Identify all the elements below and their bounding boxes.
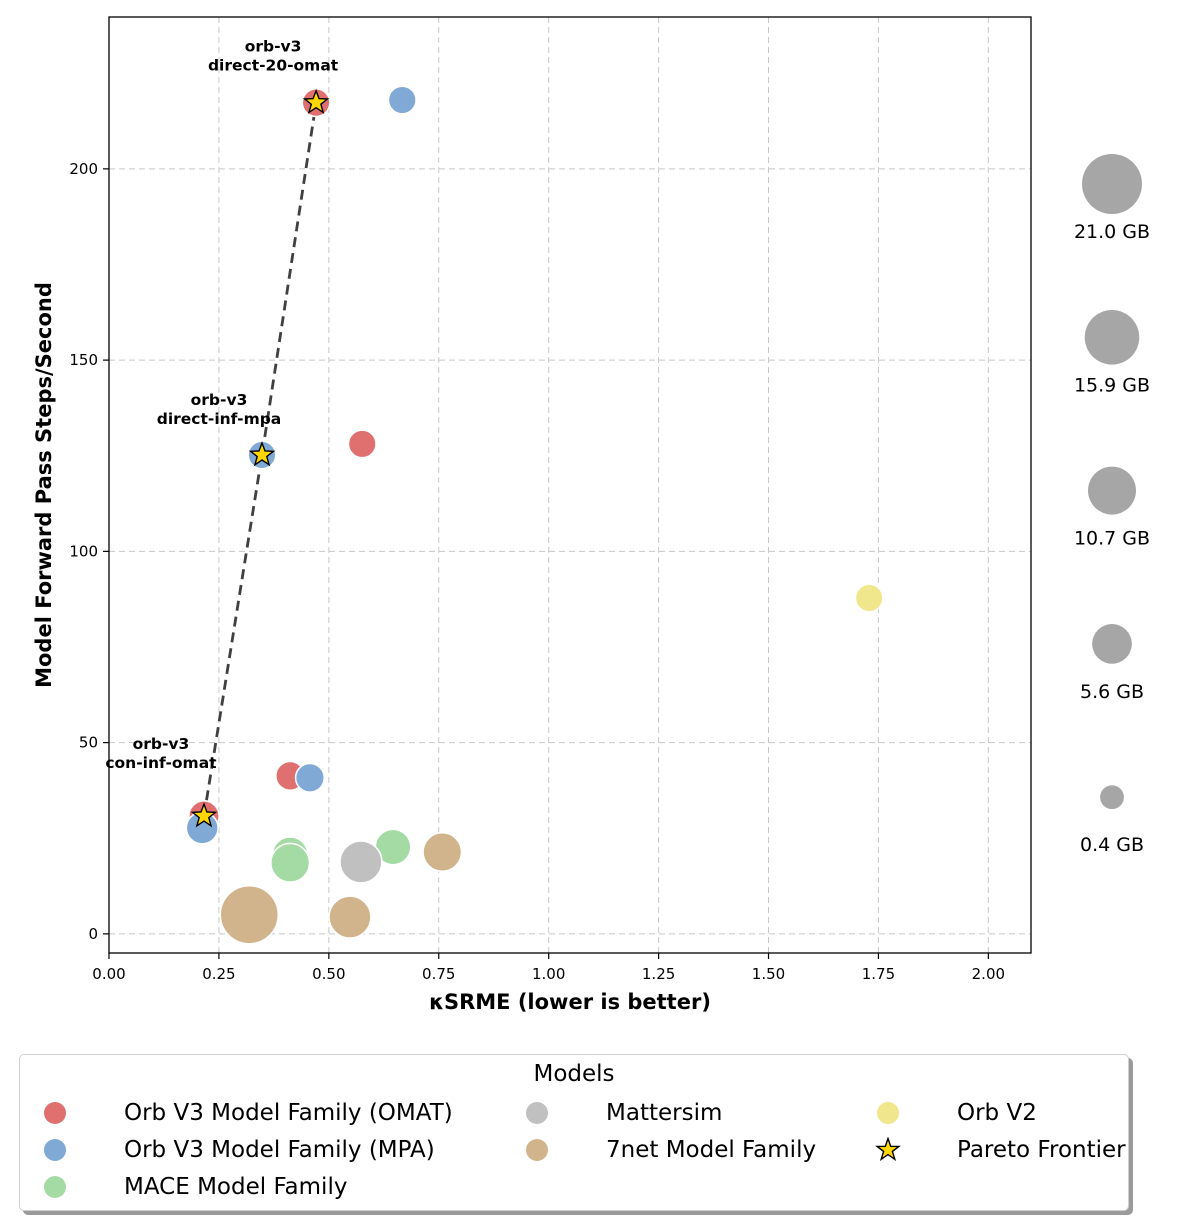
- pareto-star-marker: [248, 441, 276, 467]
- x-tick-label: 0.50: [312, 965, 345, 983]
- data-point-7net-model-family: [328, 895, 372, 939]
- plot-frame: [108, 16, 1032, 954]
- y-tick-label: 50: [79, 734, 98, 752]
- legend-item-orb-v2: Orb V2: [877, 1098, 1037, 1128]
- data-point-orb-v3-model-family-omat: [347, 429, 377, 459]
- scatter-chart: orb-v3con-inf-omatorb-v3direct-inf-mpaor…: [32, 16, 1150, 1014]
- legend-item-pareto-frontier: Pareto Frontier: [875, 1135, 1126, 1165]
- x-tick-label: 0.25: [202, 965, 235, 983]
- pareto-label-line2: direct-inf-mpa: [157, 410, 282, 428]
- data-point-7net-model-family: [422, 832, 463, 873]
- y-axis-title: Model Forward Pass Steps/Second: [32, 282, 56, 688]
- pareto-frontier-line: [202, 102, 318, 817]
- data-points: [185, 85, 884, 945]
- circle-marker-icon: [44, 1139, 66, 1161]
- pareto-label-line1: orb-v3: [245, 38, 302, 56]
- legend-item-orb-v3-omat: Orb V3 Model Family (OMAT): [44, 1098, 453, 1128]
- y-tick-label: 0: [88, 925, 98, 943]
- circle-marker-icon: [526, 1139, 548, 1161]
- y-tick-label: 100: [69, 542, 98, 560]
- x-tick-label: 1.00: [532, 965, 565, 983]
- data-point-mace-model-family: [270, 842, 311, 883]
- circle-marker-icon: [877, 1102, 899, 1124]
- x-axis-title: κSRME (lower is better): [429, 990, 711, 1014]
- pareto-label-line2: con-inf-omat: [105, 754, 217, 772]
- size-legend-label: 21.0 GB: [1074, 221, 1150, 243]
- size-legend: 21.0 GB 15.9 GB 10.7 GB 5.6 GB 0.4 GB: [1074, 154, 1150, 856]
- data-point-orb-v2: [854, 583, 884, 613]
- pareto-label-line1: orb-v3: [191, 391, 248, 409]
- data-point-orb-v3-model-family-mpa: [387, 85, 417, 115]
- legend-item-orb-v3-mpa: Orb V3 Model Family (MPA): [44, 1135, 435, 1165]
- size-legend-circle: [1092, 624, 1132, 664]
- data-point-7net-model-family: [219, 884, 280, 945]
- models-legend: Models Orb V3 Model Family (OMAT) Orb V3…: [19, 1054, 1129, 1211]
- pareto-frontier-dashed-line: [202, 102, 318, 817]
- size-legend-circle: [1082, 154, 1142, 214]
- legend-item-7net: 7net Model Family: [526, 1135, 816, 1165]
- pareto-annotations: orb-v3con-inf-omatorb-v3direct-inf-mpaor…: [105, 38, 338, 772]
- size-legend-label: 0.4 GB: [1080, 834, 1144, 856]
- size-legend-circle: [1088, 466, 1136, 515]
- star-icon: [875, 1137, 901, 1162]
- legend-item-mace: MACE Model Family: [44, 1172, 347, 1202]
- y-tick-label: 200: [69, 160, 98, 178]
- size-legend-label: 10.7 GB: [1074, 528, 1150, 550]
- pareto-label-line1: orb-v3: [133, 735, 190, 753]
- legend-item-mattersim: Mattersim: [526, 1098, 722, 1128]
- pareto-stars: [190, 88, 330, 828]
- x-tick-label: 2.00: [972, 965, 1005, 983]
- x-tick-label: 0.75: [422, 965, 455, 983]
- pareto-star-marker: [190, 802, 218, 828]
- pareto-label-line2: direct-20-omat: [208, 57, 339, 75]
- y-axis-ticks: 0 50 100 150 200: [69, 160, 109, 943]
- size-legend-circle: [1084, 310, 1140, 365]
- circle-marker-icon: [44, 1102, 66, 1124]
- x-axis-ticks: 0.00 0.25 0.50 0.75 1.00 1.25 1.50 1.75 2.00: [92, 953, 1005, 983]
- size-legend-label: 15.9 GB: [1074, 374, 1150, 396]
- legend-title: Models: [533, 1061, 615, 1087]
- x-tick-label: 1.25: [642, 965, 675, 983]
- x-tick-label: 1.75: [862, 965, 895, 983]
- circle-marker-icon: [44, 1176, 66, 1198]
- pareto-star-marker: [302, 88, 330, 115]
- x-tick-label: 1.50: [752, 965, 785, 983]
- data-point-mattersim: [339, 840, 383, 884]
- size-legend-circle: [1100, 785, 1124, 810]
- data-point-orb-v3-model-family-mpa: [294, 762, 326, 793]
- grid-lines: [109, 17, 1031, 953]
- size-legend-label: 5.6 GB: [1080, 681, 1144, 703]
- circle-marker-icon: [526, 1102, 548, 1124]
- y-tick-label: 150: [69, 351, 98, 369]
- x-tick-label: 0.00: [92, 965, 125, 983]
